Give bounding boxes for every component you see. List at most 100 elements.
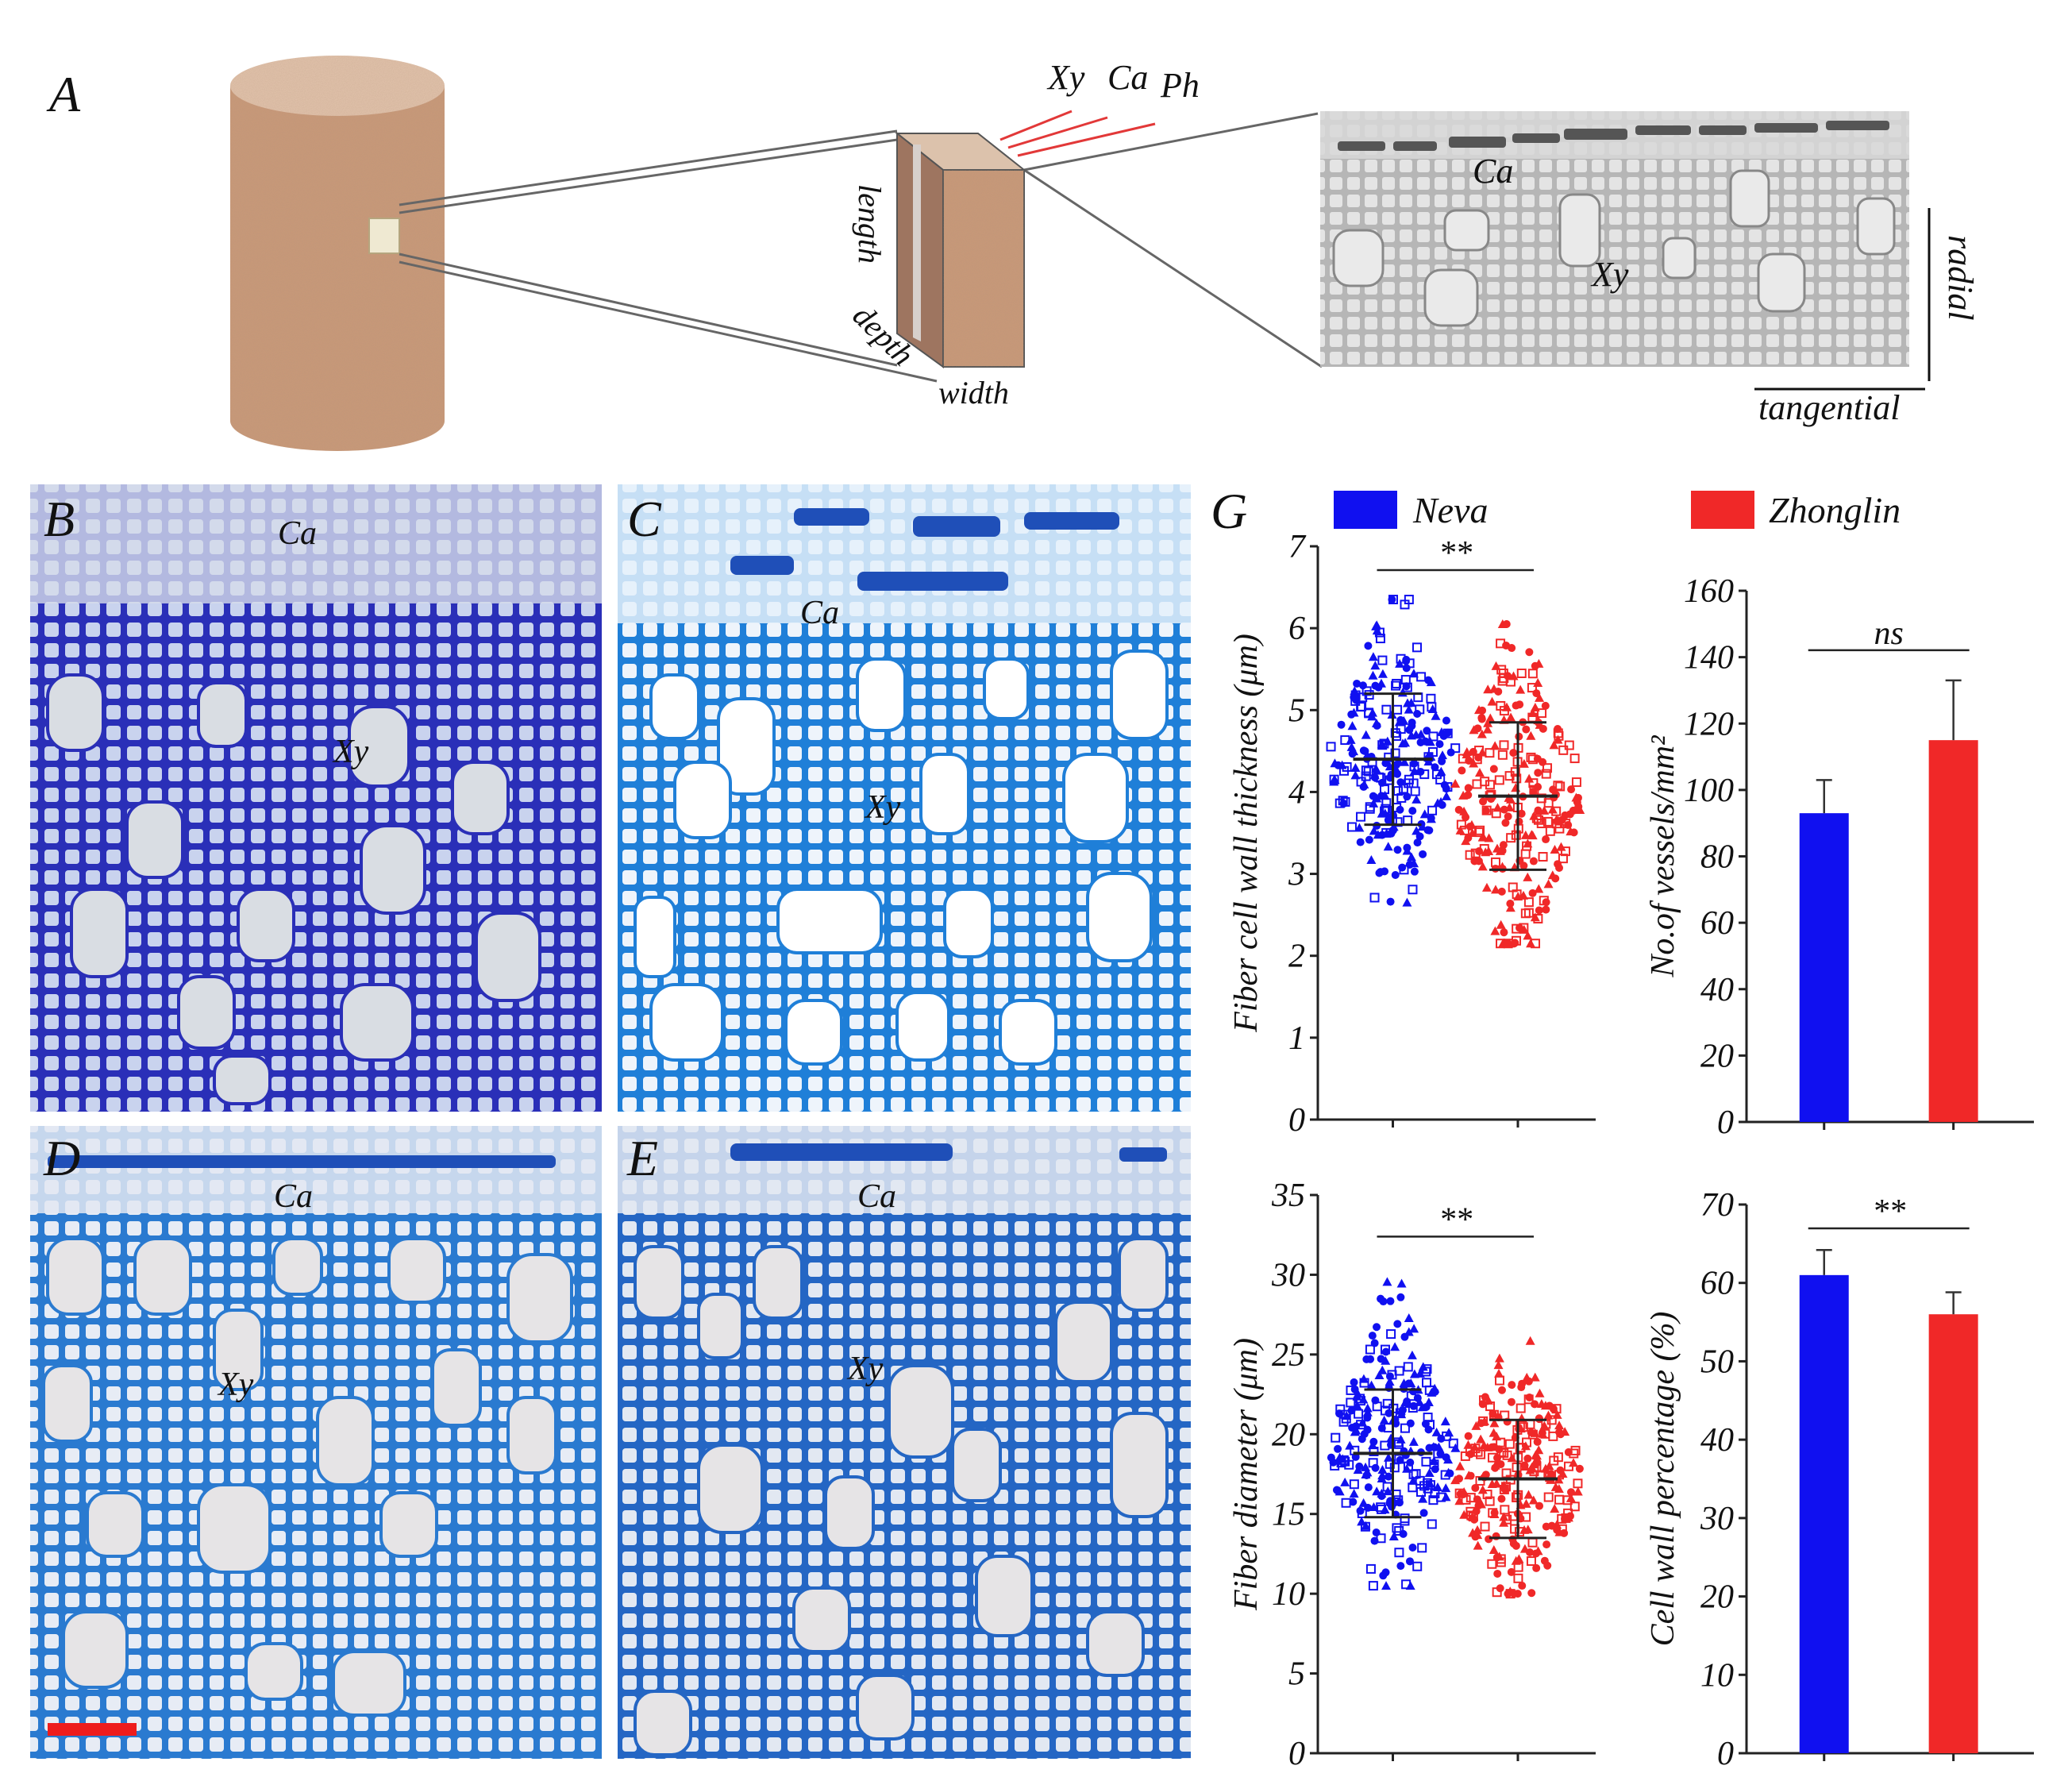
data-point [1410,759,1419,768]
y-tick-label: 25 [1272,1337,1305,1374]
data-point [1372,620,1382,630]
data-point [1409,766,1419,776]
cross-section-micrograph: Ca Xy [1320,111,1909,367]
data-point [1454,805,1463,814]
data-point [1392,704,1403,715]
data-point [1404,1379,1413,1388]
data-point [1357,1508,1367,1518]
data-point [1485,1401,1496,1412]
data-point [1350,686,1360,696]
panel-a: A Xy Ca Ph [46,56,1980,451]
data-point [1398,1405,1407,1414]
data-point [1496,1437,1506,1448]
data-point [1484,846,1494,856]
data-point [1381,1347,1390,1356]
data-point [1527,683,1537,693]
data-point [1363,766,1373,777]
data-point [1427,1387,1437,1397]
data-point [1396,1434,1406,1444]
data-point [1517,809,1526,818]
data-point [1431,1427,1442,1436]
cambium-d [48,1155,556,1168]
data-point [1523,1394,1534,1405]
y-tick-label: 3 [1288,857,1305,893]
data-point [1359,1378,1369,1388]
data-point [1355,1394,1365,1404]
data-point [1392,678,1402,688]
significance-label: ns [1874,615,1904,652]
data-point [1494,687,1503,696]
data-point [1381,1355,1391,1365]
data-point [1473,1525,1483,1534]
data-point [1490,885,1500,894]
data-point [1364,642,1373,650]
data-point [1527,669,1538,679]
data-point [1431,763,1439,772]
data-point [1361,746,1369,755]
data-point [1534,769,1542,777]
data-point [1450,1475,1461,1485]
data-point [1376,868,1385,877]
data-point [1405,1581,1415,1590]
data-point [1554,1421,1565,1430]
y-tick-label: 80 [1700,839,1734,876]
data-point [1499,740,1509,750]
data-point [1489,1545,1499,1555]
data-point [1497,862,1508,871]
data-point [1366,854,1377,864]
data-point [1425,1444,1434,1452]
data-point [1465,1493,1476,1503]
data-point [1403,792,1412,801]
tissue-layer-lines [999,110,1156,157]
data-point [1515,684,1526,694]
data-point [1361,771,1371,781]
series-zhonglin [1450,619,1585,949]
data-point [1502,619,1511,628]
legend-label-zhonglin: Zhonglin [1769,490,1901,530]
data-point [1396,653,1406,664]
panel-label-c: C [627,491,662,547]
data-point [1553,1525,1562,1534]
data-point [1561,1514,1569,1523]
data-point [1405,1557,1414,1566]
data-point [1356,702,1366,712]
data-point [1442,784,1450,793]
data-point [1380,790,1390,800]
chart-vessel-number: 0 20 40 60 80 100 120 140 160 No.of vessels/mm² ns [1645,573,2034,1141]
data-point [1519,758,1529,768]
data-point [1377,655,1388,665]
data-point [1406,852,1416,862]
y-tick-label: 5 [1288,1656,1305,1693]
series-zhonglin [1450,1336,1584,1599]
data-point [1471,1483,1480,1492]
data-point [1366,1380,1377,1390]
data-point [1478,831,1489,841]
data-point [1450,743,1461,754]
y-tick-label: 0 [1288,1736,1305,1772]
y-tick-label: 0 [1717,1736,1734,1772]
panel-g: G Neva Zhonglin 0 1 2 3 4 5 6 7 Fiber cell wall … [1211,483,2034,1772]
data-point [1378,778,1387,787]
data-point [1488,1443,1496,1451]
data-point [1474,754,1483,762]
data-point [1431,1465,1439,1474]
data-point [1534,806,1542,815]
data-point [1399,1529,1408,1538]
data-point [1574,802,1583,811]
data-point [1450,1443,1461,1452]
data-point [1535,719,1545,729]
label-xy-schematic: Xy [1046,58,1085,97]
data-point [1515,700,1524,709]
data-point [1533,1437,1542,1446]
data-point [1551,874,1560,883]
data-point [1549,740,1559,750]
data-point [1542,898,1550,907]
data-point [1523,931,1533,940]
data-point [1382,736,1392,746]
data-point [1350,763,1361,773]
data-point [1435,740,1444,749]
data-point [1337,760,1347,769]
data-point [1522,725,1531,734]
data-point [1497,750,1508,760]
